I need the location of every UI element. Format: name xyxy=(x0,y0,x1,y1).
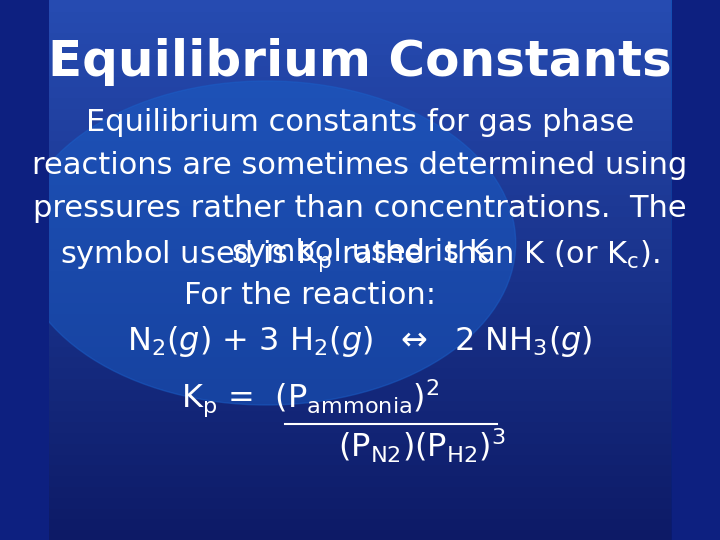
Bar xyxy=(49,367,671,378)
Bar xyxy=(49,324,671,335)
Bar xyxy=(49,86,671,97)
Bar xyxy=(49,529,671,540)
Bar xyxy=(49,486,671,497)
Bar xyxy=(49,281,671,292)
Bar xyxy=(49,346,671,356)
Bar xyxy=(49,65,671,76)
Bar xyxy=(49,443,671,454)
Bar xyxy=(49,389,671,400)
Text: pressures rather than concentrations.  The: pressures rather than concentrations. Th… xyxy=(33,194,687,224)
Bar xyxy=(49,205,671,216)
Bar xyxy=(49,313,671,324)
Bar xyxy=(49,292,671,302)
Bar xyxy=(49,108,671,119)
Text: symbol used is $\mathregular{K_p}$ rather than K (or $\mathregular{K_c}$).: symbol used is $\mathregular{K_p}$ rathe… xyxy=(60,238,660,273)
Bar xyxy=(49,518,671,529)
Ellipse shape xyxy=(17,81,516,405)
Bar xyxy=(49,227,671,238)
Bar xyxy=(49,454,671,464)
Bar xyxy=(49,238,671,248)
Bar xyxy=(49,497,671,508)
Text: Equilibrium constants for gas phase: Equilibrium constants for gas phase xyxy=(86,108,634,137)
Text: $\mathregular{K_p}$ =  ($\mathregular{P_{ammonia}}$)$^2$: $\mathregular{K_p}$ = ($\mathregular{P_{… xyxy=(181,378,440,419)
Bar xyxy=(49,32,671,43)
Bar xyxy=(49,270,671,281)
Bar xyxy=(49,421,671,432)
Bar xyxy=(49,194,671,205)
Text: For the reaction:: For the reaction: xyxy=(184,281,436,310)
Bar xyxy=(49,335,671,346)
Text: $\mathregular{N_2}$($\it{g}$) + 3 $\mathregular{H_2}$($\it{g}$)  $\leftrightarro: $\mathregular{N_2}$($\it{g}$) + 3 $\math… xyxy=(127,324,593,359)
Bar xyxy=(49,475,671,486)
Bar xyxy=(49,302,671,313)
Bar xyxy=(49,378,671,389)
Bar xyxy=(49,22,671,32)
Text: symbol used is K: symbol used is K xyxy=(232,238,488,267)
Bar xyxy=(49,173,671,184)
Bar xyxy=(49,432,671,443)
Bar xyxy=(49,0,671,11)
Bar xyxy=(49,11,671,22)
Bar xyxy=(49,356,671,367)
Bar xyxy=(49,119,671,130)
Bar xyxy=(49,54,671,65)
Bar xyxy=(49,97,671,108)
Bar xyxy=(49,400,671,410)
Text: reactions are sometimes determined using: reactions are sometimes determined using xyxy=(32,151,688,180)
Bar xyxy=(49,410,671,421)
Bar xyxy=(49,464,671,475)
Bar xyxy=(49,184,671,194)
Bar xyxy=(49,162,671,173)
Text: Equilibrium Constants: Equilibrium Constants xyxy=(48,38,672,86)
Text: ($\mathregular{P_{N2}}$)($\mathregular{P_{H2}}$)$^3$: ($\mathregular{P_{N2}}$)($\mathregular{P… xyxy=(338,427,506,465)
Bar xyxy=(49,130,671,140)
Bar xyxy=(49,151,671,162)
Bar xyxy=(49,259,671,270)
Bar xyxy=(49,76,671,86)
Bar xyxy=(49,508,671,518)
Bar xyxy=(49,216,671,227)
Bar xyxy=(49,43,671,54)
Bar xyxy=(49,248,671,259)
Bar xyxy=(49,140,671,151)
